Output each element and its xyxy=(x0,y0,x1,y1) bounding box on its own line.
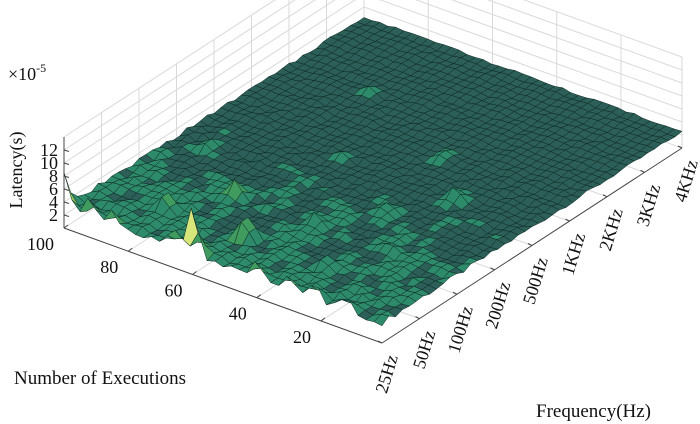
x-tick-mark xyxy=(565,218,570,222)
x-tick-label: 50Hz xyxy=(409,328,440,371)
grid-line xyxy=(63,0,356,190)
x-tick-mark xyxy=(640,169,645,173)
x-tick-label: 200Hz xyxy=(481,279,514,331)
x-tick-mark xyxy=(415,316,420,320)
grid-line xyxy=(63,0,316,164)
y-axis-line xyxy=(63,227,383,344)
x-tick-label: 3KHz xyxy=(633,182,665,229)
z-tick-label: 12 xyxy=(40,140,58,160)
z-tick-mark xyxy=(63,201,70,204)
grid-line xyxy=(379,0,683,110)
y-tick-mark xyxy=(127,247,133,252)
z-tick-label: 2 xyxy=(49,205,58,225)
x-tick-mark xyxy=(527,243,533,246)
surface-patch xyxy=(373,313,390,327)
y-tick-mark xyxy=(63,224,69,229)
z-tick-mark xyxy=(63,175,70,178)
x-tick-label: 4KHz xyxy=(670,157,700,204)
x-axis-label: Frequency(Hz) xyxy=(536,401,651,422)
y-tick-label: 60 xyxy=(164,280,182,300)
grid-line xyxy=(486,0,683,71)
y-tick-mark xyxy=(320,317,326,322)
y-tick-mark xyxy=(256,294,262,299)
grid-line xyxy=(451,0,683,84)
grid-line xyxy=(63,0,296,151)
y-axis-label: Number of Executions xyxy=(14,368,186,389)
z-axis-label: Latency(s) xyxy=(6,132,27,209)
grid-line xyxy=(63,6,365,203)
z-tick-mark xyxy=(63,188,70,191)
z-tick-label: 4 xyxy=(49,192,58,212)
z-axis-multiplier: ×10-5 xyxy=(8,61,46,84)
x-tick-label: 2KHz xyxy=(595,206,627,253)
y-tick-label: 100 xyxy=(27,234,54,254)
grid-line xyxy=(522,0,683,58)
x-tick-mark xyxy=(602,194,608,198)
y-tick-label: 40 xyxy=(229,304,247,324)
y-axis-ticks: 20 40 60 80 100 xyxy=(27,224,326,347)
z-tick-mark xyxy=(63,149,70,152)
x-tick-mark xyxy=(677,145,683,149)
latency-surface xyxy=(63,17,683,327)
z-tick-mark xyxy=(63,214,70,217)
x-tick-mark xyxy=(452,291,458,295)
grid-line xyxy=(63,0,276,138)
grid-line xyxy=(63,0,336,177)
x-tick-label: 100Hz xyxy=(444,304,477,356)
grid-line xyxy=(415,0,683,97)
x-tick-mark xyxy=(490,267,495,271)
z-tick-label: 6 xyxy=(49,179,58,199)
x-tick-label: 1KHz xyxy=(558,230,590,277)
y-tick-label: 80 xyxy=(100,257,118,277)
z-tick-label: 10 xyxy=(40,153,58,173)
z-tick-label: 8 xyxy=(49,166,58,186)
y-tick-mark xyxy=(192,271,197,275)
x-tick-label: 500Hz xyxy=(519,255,552,307)
grid-line xyxy=(363,6,683,123)
x-tick-label: 25Hz xyxy=(371,352,402,395)
y-tick-label: 20 xyxy=(293,327,311,347)
z-tick-mark xyxy=(63,162,70,165)
x-tick-mark xyxy=(377,340,383,344)
